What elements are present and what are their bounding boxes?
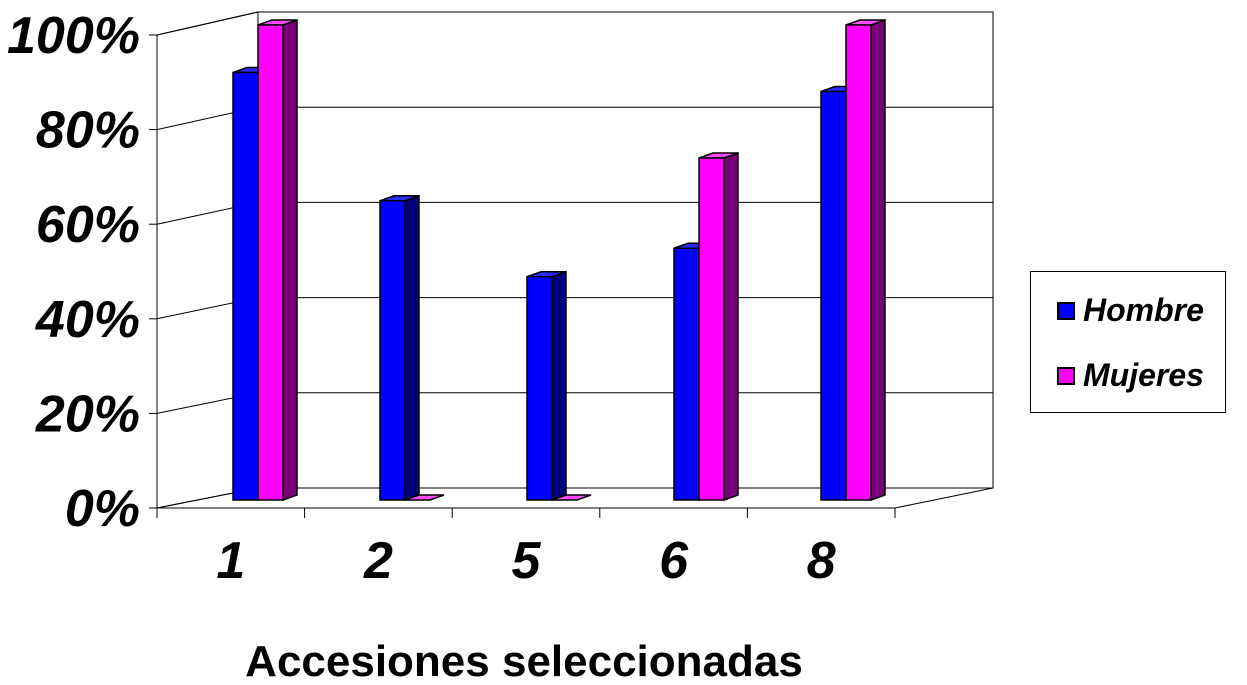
legend-swatch-mujeres	[1057, 366, 1075, 385]
y-axis-ticks: 0% 20% 40% 60% 80% 100%	[7, 7, 157, 538]
bar-side	[723, 151, 739, 502]
bar-front	[257, 24, 284, 501]
x-tick-label: 1	[216, 532, 245, 590]
gridline-side	[156, 11, 259, 36]
y-tick-label: 60%	[36, 196, 140, 254]
bar-front	[232, 71, 259, 501]
legend-label-mujeres: Mujeres	[1083, 357, 1204, 393]
bar-mujeres-2	[404, 494, 445, 501]
legend: Hombre Mujeres	[1030, 271, 1226, 413]
x-tick-label: 2	[363, 532, 393, 590]
bar-mujeres-1	[257, 18, 298, 502]
bar-mujeres-6	[698, 151, 739, 502]
y-tick-label: 0%	[65, 480, 140, 538]
legend-swatch-hombre	[1057, 301, 1075, 320]
x-axis-ticks: 1 2 5 6 8	[156, 507, 896, 590]
bar-side	[870, 18, 886, 502]
bar-front	[845, 24, 872, 501]
bar-hombre-2	[379, 194, 420, 502]
bar-flat	[551, 494, 592, 501]
bar-front	[673, 247, 700, 501]
bar-side	[551, 270, 567, 502]
bar-front	[820, 90, 847, 501]
bar-side	[404, 194, 420, 502]
x-axis-label: Accesiones seleccionadas	[245, 637, 803, 685]
bar-side	[282, 18, 298, 502]
y-tick-label: 20%	[35, 385, 140, 443]
bar-front	[526, 276, 553, 501]
bar-front	[379, 200, 406, 501]
y-tick-label: 80%	[36, 102, 140, 160]
bar-hombre-5	[526, 270, 567, 502]
legend-item-mujeres: Mujeres	[1057, 357, 1204, 394]
bar-mujeres-8	[845, 18, 886, 502]
legend-label-hombre: Hombre	[1083, 292, 1204, 328]
x-tick-label: 8	[807, 532, 836, 590]
bars	[232, 18, 886, 502]
y-tick-label: 100%	[7, 7, 140, 65]
x-tick-label: 5	[512, 532, 542, 590]
bar-flat	[404, 494, 445, 501]
bar-front	[698, 157, 725, 501]
bar-mujeres-5	[551, 494, 592, 501]
x-tick-label: 6	[659, 532, 689, 590]
legend-item-hombre: Hombre	[1057, 292, 1204, 329]
y-tick-label: 40%	[35, 291, 140, 349]
